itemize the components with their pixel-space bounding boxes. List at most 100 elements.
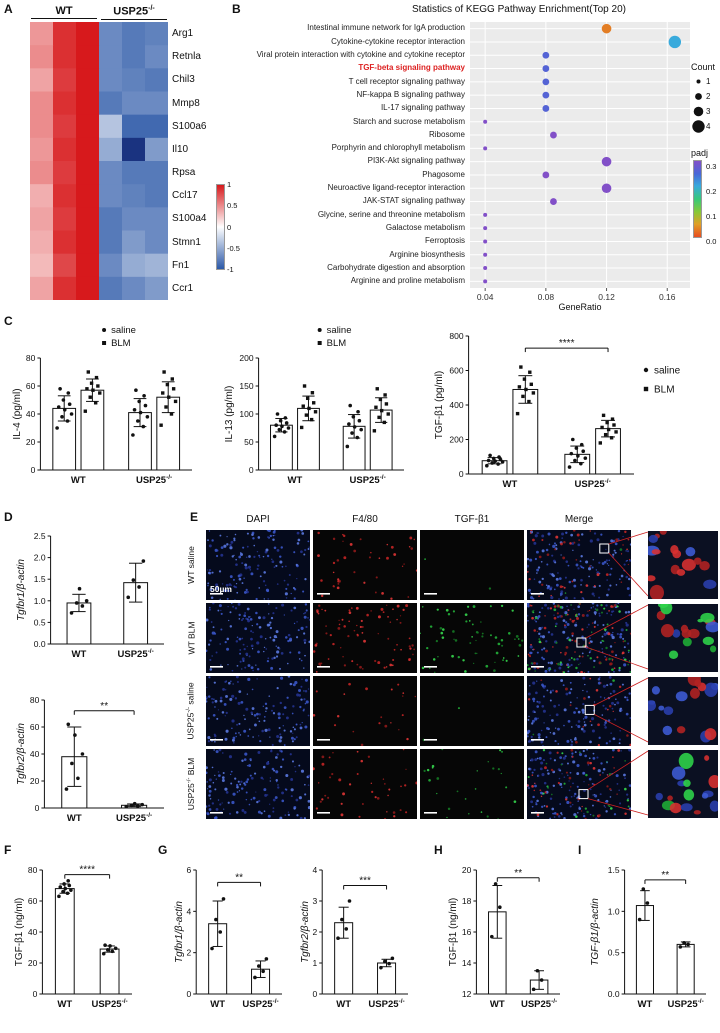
pathway-label: Phagosome [422, 169, 465, 179]
if-image-0-2 [206, 676, 310, 746]
if-image-1-2 [313, 676, 417, 746]
if-image-3-2 [527, 676, 631, 746]
if-row-label: USP25-/- saline [186, 682, 196, 740]
panel-label-a: A [4, 2, 13, 16]
svg-text:**: ** [661, 870, 669, 881]
kegg-dot [542, 65, 550, 72]
panel-label-e: E [190, 510, 199, 524]
svg-text:1.5: 1.5 [34, 574, 46, 584]
if-image-1-3 [313, 749, 417, 819]
tgfbr1-cell-bar-chart: 0 2 4 6 Tgfbr1/β-actin WT USP25-/- ** [172, 852, 290, 1024]
if-image-2-0 [420, 530, 524, 600]
svg-text:WT: WT [71, 475, 86, 486]
if-panel: DAPI F4/80 TGF-β1 Merge WT saline WT BLM U… [0, 510, 720, 830]
svg-text:60: 60 [30, 722, 40, 732]
bar-chart-svg: 12 14 16 18 20 TGF-β1 (ng/ml) WT USP25-/- ** [448, 865, 560, 1010]
panel-label-g: G [158, 843, 168, 857]
pathway-label: Ribosome [428, 129, 465, 139]
kegg-pathway-labels: Intestinal immune network for IgA produc… [235, 0, 720, 312]
if-col-dapi: DAPI [246, 514, 270, 525]
kegg-dot [542, 171, 550, 179]
svg-text:TGF-β1 (ng/ml): TGF-β1 (ng/ml) [448, 898, 459, 967]
kegg-legend-padj: padj 0.3 0.2 0.1 0.0 [691, 148, 719, 246]
svg-text:600: 600 [449, 366, 463, 376]
svg-text:***: *** [359, 876, 371, 887]
if-image-3-3 [527, 749, 631, 819]
gene-label: Arg1 [172, 28, 194, 40]
kegg-dot [483, 239, 488, 244]
svg-text:1: 1 [312, 958, 317, 968]
kegg-dot [542, 105, 550, 112]
svg-text:2.5: 2.5 [34, 531, 46, 541]
kegg-dot [483, 252, 488, 257]
tgfbr2-cell-bar-chart: 0 1 2 3 4 Tgfbr2/β-actin WT USP25-/- *** [298, 852, 416, 1024]
svg-text:200: 200 [449, 435, 463, 445]
kegg-dot [483, 212, 488, 217]
tgfbr2-lung-bar-chart: 0 20 40 60 80 Tgfbr2/β-actin WT USP25-/- ** [14, 682, 172, 838]
gene-label: Stmn1 [172, 236, 201, 248]
svg-text:1.5: 1.5 [608, 865, 620, 875]
svg-text:TGF-β1/β-actin: TGF-β1/β-actin [590, 898, 601, 966]
svg-text:3: 3 [312, 896, 317, 906]
kegg-title: Statistics of KEGG Pathway Enrichment(To… [412, 4, 626, 15]
bar-chart-svg: 0 1 2 3 4 Tgfbr2/β-actin WT USP25-/- *** [300, 865, 408, 1010]
heatmap-gene-labels: Arg1 Retnla Chil3 Mmp8 S100a6 Il10 Rpsa Ccl17 S1… [172, 22, 216, 300]
svg-text:WT: WT [638, 999, 653, 1010]
colorbar-tick: 0.5 [227, 201, 238, 211]
svg-text:0: 0 [35, 803, 40, 813]
panel-label-b: B [232, 2, 241, 16]
svg-text:Tgfbr1/β-actin: Tgfbr1/β-actin [174, 901, 185, 963]
svg-text:0: 0 [312, 989, 317, 999]
count-legend-entry: 2 [691, 89, 719, 104]
svg-text:0.0: 0.0 [608, 989, 620, 999]
svg-text:0.12: 0.12 [598, 292, 615, 302]
svg-text:40: 40 [30, 749, 40, 759]
tgfb1-serum-bar-chart: 0 20 40 60 80 TGF-β1 (ng/ml) WT USP25-/- **** [12, 852, 140, 1024]
svg-text:BLM: BLM [111, 338, 131, 349]
gene-label: Il10 [172, 143, 189, 155]
bar-chart-svg: 0.0 0.5 1.0 1.5 2.0 2.5 Tgfbr1/β-actin WT USP25-… [16, 531, 164, 660]
svg-text:WT: WT [67, 813, 82, 824]
svg-text:20: 20 [462, 865, 472, 875]
svg-text:IL-13 (pg/ml): IL-13 (pg/ml) [224, 386, 235, 443]
svg-text:50: 50 [244, 437, 254, 447]
kegg-dot [483, 119, 488, 124]
if-image-3-0 [527, 530, 631, 600]
svg-text:4: 4 [312, 865, 317, 875]
svg-text:TGF-β1 (ng/ml): TGF-β1 (ng/ml) [14, 898, 25, 967]
tgfb1-elisa-bar-chart: 0 200 400 600 800 TGF-β1 (pg/ml) WT USP25-/- ***… [432, 318, 694, 504]
heatmap-group-usp25: USP25-/- [101, 5, 167, 20]
colorbar-tick: 0 [227, 222, 232, 232]
svg-text:IL-4 (pg/ml): IL-4 (pg/ml) [12, 388, 23, 439]
gene-label: Rpsa [172, 167, 196, 179]
svg-text:40: 40 [28, 927, 38, 937]
pathway-label: PI3K-Akt signaling pathway [367, 156, 465, 166]
svg-text:100: 100 [239, 409, 253, 419]
if-image-2-3 [420, 749, 524, 819]
svg-text:WT: WT [72, 649, 87, 660]
svg-text:1.0: 1.0 [34, 596, 46, 606]
kegg-dot [550, 198, 557, 205]
svg-text:2: 2 [186, 948, 191, 958]
if-image-0-3 [206, 749, 310, 819]
kegg-dot [542, 78, 550, 86]
pathway-label: TGF-beta signaling pathway [358, 63, 465, 73]
kegg-plot: 0.04 0.08 0.12 0.16 GeneRatio [235, 0, 720, 312]
svg-text:2: 2 [312, 927, 317, 937]
kegg-dot [601, 156, 612, 167]
pathway-label: Galactose metabolism [385, 222, 465, 232]
kegg-dot [542, 91, 550, 99]
panel-label-c: C [4, 314, 13, 328]
if-image-2-2 [420, 676, 524, 746]
if-image-1-1 [313, 603, 417, 673]
pathway-label: Starch and sucrose metabolism [352, 116, 465, 126]
svg-text:**: ** [235, 872, 243, 883]
svg-text:0.0: 0.0 [34, 639, 46, 649]
svg-text:80: 80 [26, 353, 36, 363]
svg-text:TGF-β1 (pg/ml): TGF-β1 (pg/ml) [434, 371, 445, 440]
colorbar-tick: -0.5 [227, 243, 240, 253]
padj-legend-ticks: 0.3 0.2 0.1 0.0 [706, 162, 716, 246]
svg-text:40: 40 [26, 409, 36, 419]
